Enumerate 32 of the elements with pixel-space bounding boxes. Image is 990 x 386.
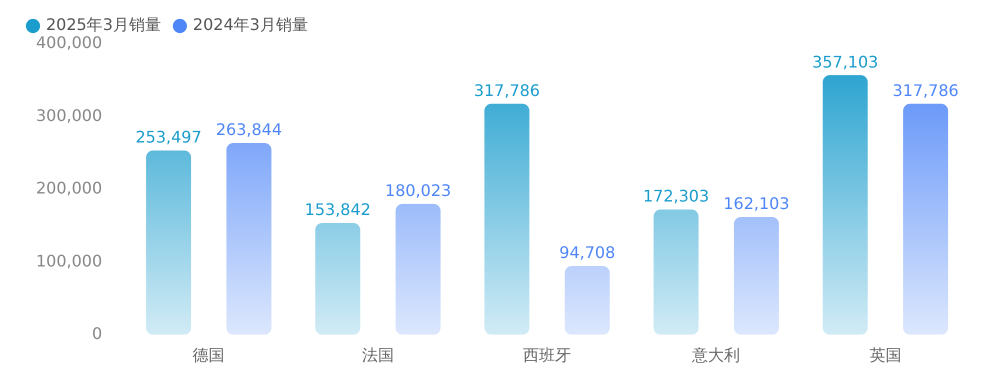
y-tick-label: 400,000 — [36, 33, 102, 52]
y-tick-label: 200,000 — [36, 178, 102, 198]
y-tick-label: 300,000 — [36, 106, 102, 125]
x-tick-label: 法国 — [362, 346, 394, 365]
bar — [396, 204, 441, 335]
y-tick-label: 100,000 — [36, 251, 102, 270]
data-label: 162,103 — [723, 194, 790, 214]
data-label: 180,023 — [385, 181, 452, 200]
legend-label: 2024年3月销量 — [192, 15, 308, 34]
data-label: 263,844 — [216, 120, 282, 140]
data-label: 153,842 — [304, 200, 371, 220]
data-label: 253,497 — [135, 128, 202, 147]
bar — [146, 150, 192, 335]
data-label: 357,103 — [812, 52, 878, 72]
legend-label: 2025年3月销量 — [46, 15, 161, 34]
bar — [226, 142, 272, 335]
bar — [484, 104, 530, 335]
x-tick-label: 德国 — [192, 346, 225, 365]
data-label: 317,786 — [892, 80, 959, 100]
data-label: 94,708 — [559, 243, 616, 262]
data-label: 172,303 — [642, 186, 710, 206]
x-tick-label: 意大利 — [691, 346, 740, 365]
data-label: 317,786 — [474, 80, 540, 100]
y-tick-label: 0 — [92, 324, 102, 343]
bar — [734, 216, 779, 335]
bar — [315, 222, 360, 335]
x-tick-label: 西班牙 — [523, 346, 572, 365]
bar — [654, 210, 699, 335]
bar — [564, 266, 610, 335]
x-tick-label: 英国 — [869, 346, 902, 365]
bar — [822, 75, 868, 335]
bar — [903, 104, 948, 335]
